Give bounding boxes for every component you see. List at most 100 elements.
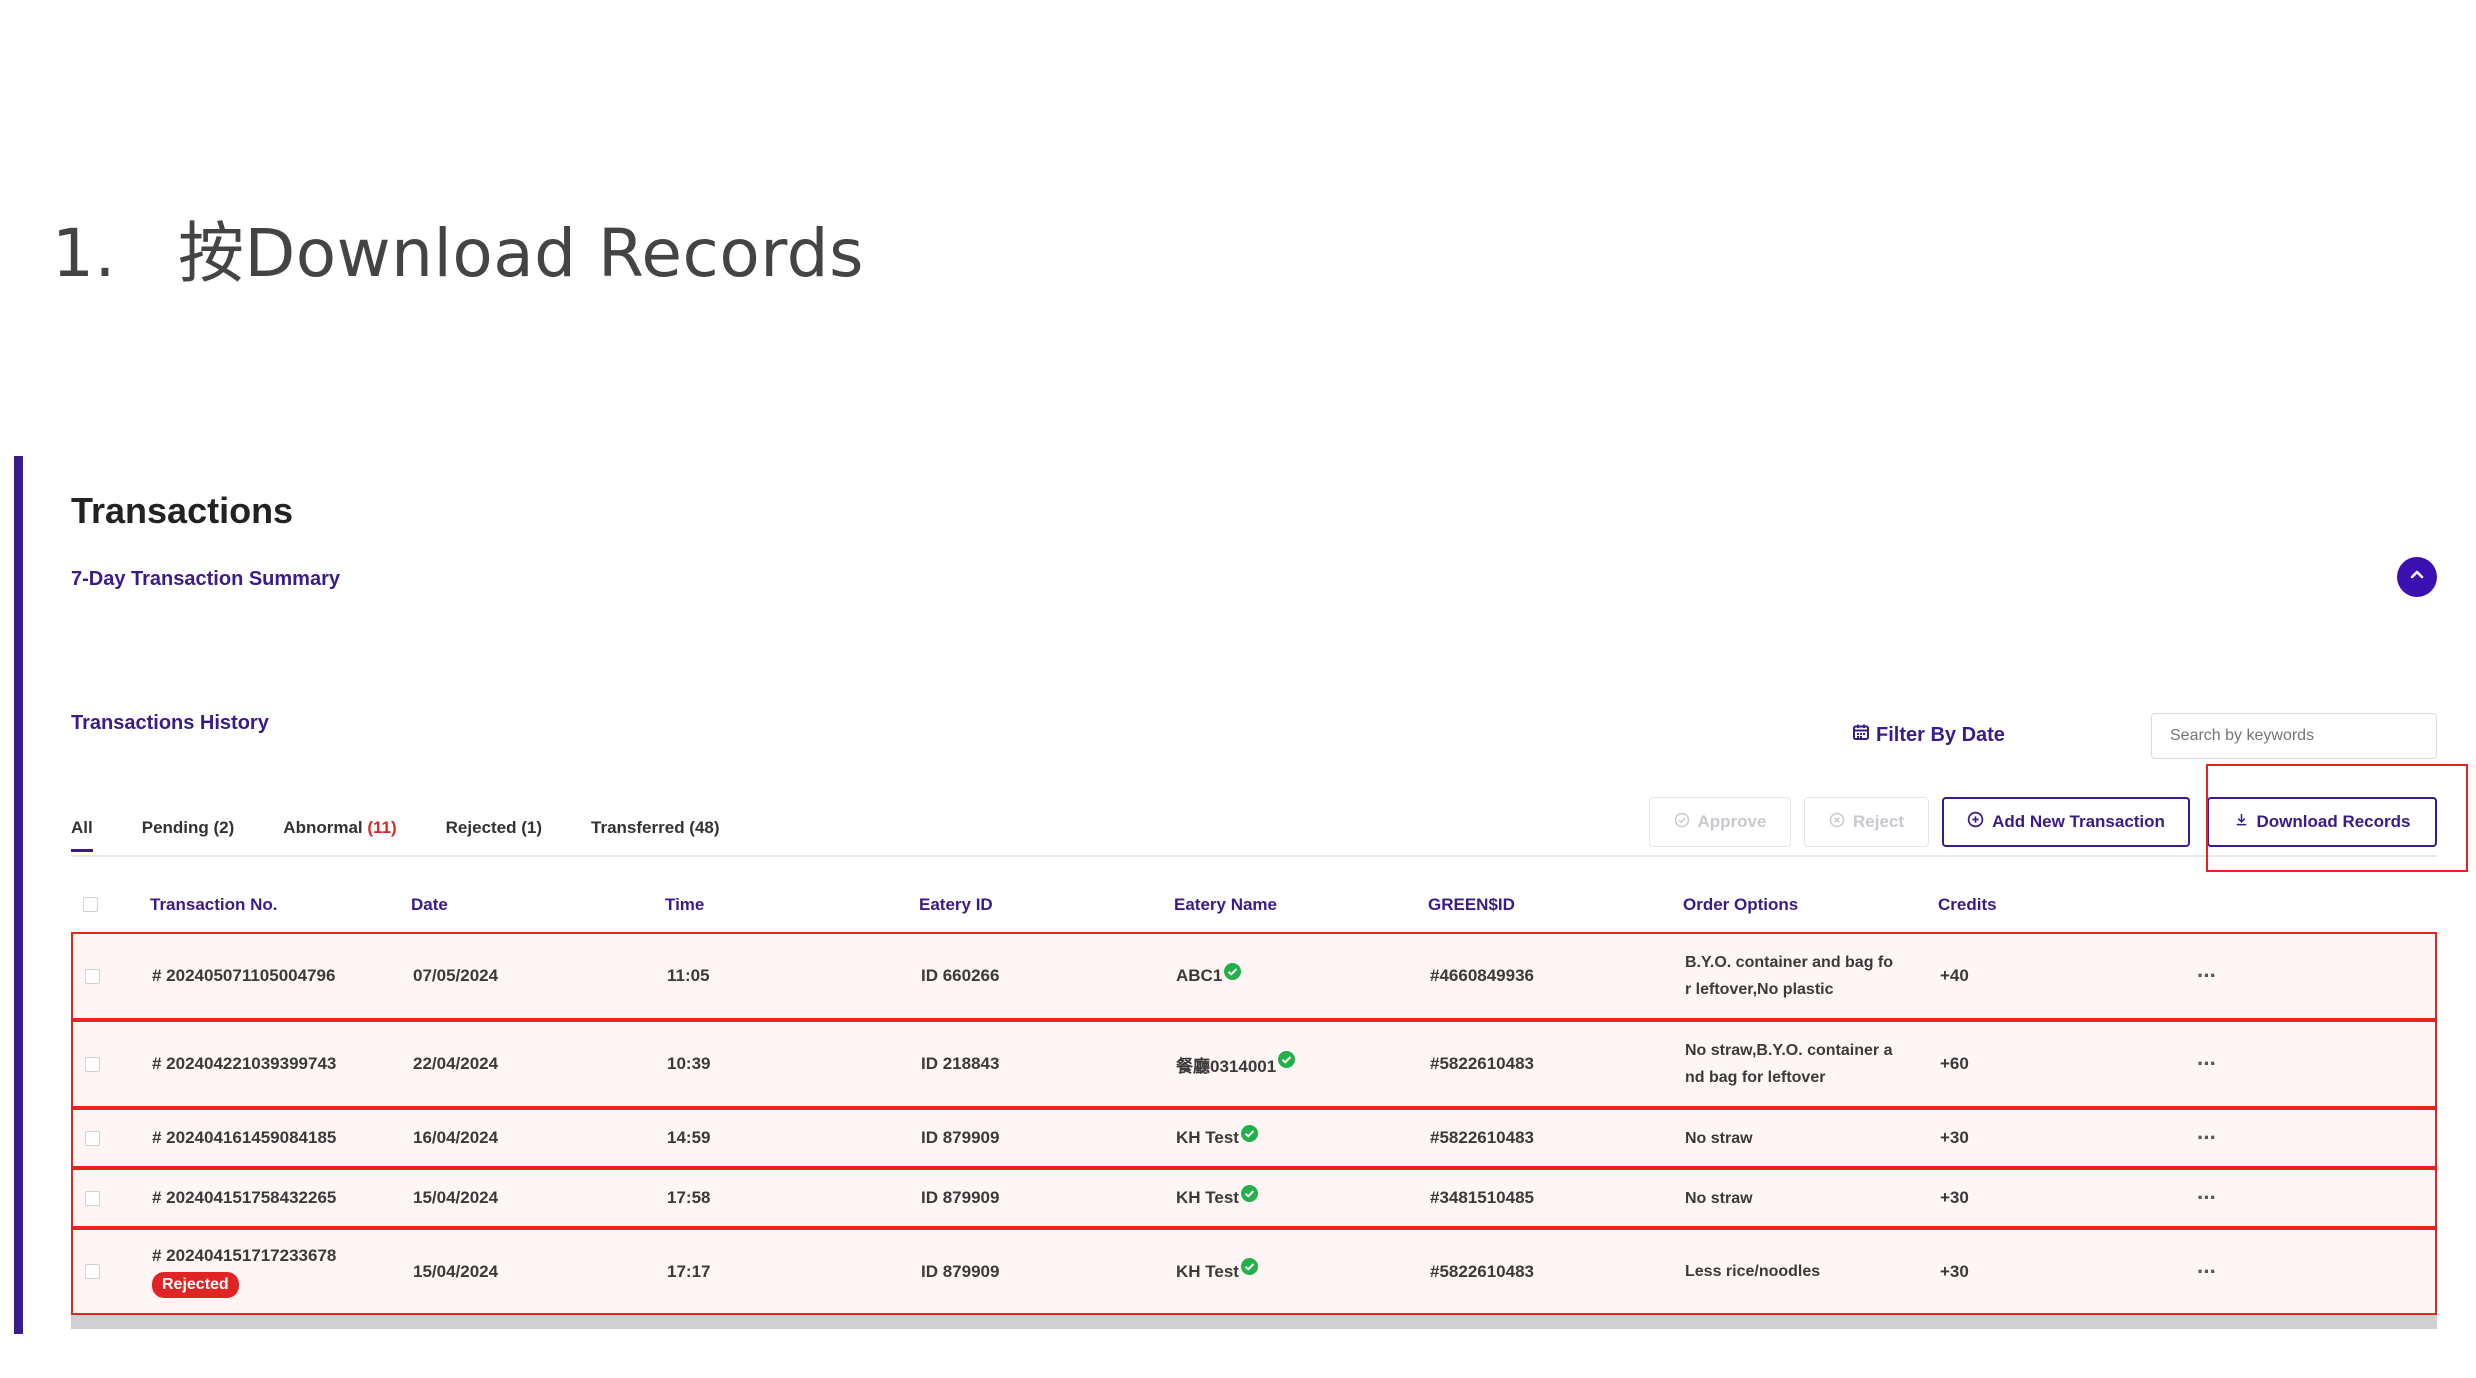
- status-tabs: All Pending (2) Abnormal (11) Rejected (…: [71, 818, 769, 852]
- date: 16/04/2024: [413, 1128, 499, 1147]
- table-row[interactable]: # 202404151717233678 Rejected 15/04/2024…: [71, 1228, 2437, 1315]
- table-row[interactable]: # 202404221039399743 22/04/2024 10:39 ID…: [71, 1020, 2437, 1108]
- filter-by-date-button[interactable]: Filter By Date: [1852, 723, 2005, 747]
- order-options: No straw,B.Y.O. container a nd bag for le…: [1685, 1042, 1893, 1086]
- date: 15/04/2024: [413, 1188, 499, 1207]
- check-circle-icon: [1674, 812, 1690, 833]
- date: 07/05/2024: [413, 966, 499, 985]
- time: 17:17: [667, 1261, 711, 1281]
- date: 22/04/2024: [413, 1054, 499, 1073]
- chevron-up-icon: [2408, 566, 2426, 589]
- order-options: Less rice/noodles: [1685, 1263, 1821, 1280]
- time: 11:05: [667, 966, 710, 985]
- col-transaction-no: Transaction No.: [150, 895, 278, 914]
- collapse-button[interactable]: [2397, 557, 2437, 597]
- eatery-id: ID 218843: [921, 1054, 1000, 1073]
- credits: +30: [1940, 1188, 1969, 1207]
- x-circle-icon: [1829, 812, 1845, 833]
- eatery-name-cell: KH Test: [1176, 1170, 1258, 1226]
- tab-transferred[interactable]: Transferred (48): [591, 818, 720, 837]
- green-id: #5822610483: [1430, 1128, 1535, 1147]
- time: 14:59: [667, 1128, 711, 1147]
- approve-button[interactable]: Approve: [1649, 797, 1791, 847]
- status-badge: Rejected: [152, 1271, 239, 1298]
- tab-rejected[interactable]: Rejected (1): [445, 818, 543, 837]
- transaction-no: # 202405071105004796: [152, 966, 336, 985]
- col-eatery-name: Eatery Name: [1174, 895, 1278, 914]
- credits: +40: [1940, 966, 1969, 985]
- eatery-id: ID 879909: [921, 1188, 1000, 1207]
- more-actions-button[interactable]: ···: [2197, 1185, 2217, 1210]
- verified-icon: [1224, 962, 1242, 980]
- transaction-no: # 202404151758432265: [152, 1188, 337, 1207]
- eatery-id: ID 879909: [921, 1128, 1000, 1147]
- verified-icon: [1240, 1124, 1258, 1142]
- app-sidebar-edge: [14, 456, 23, 1334]
- time: 10:39: [667, 1054, 711, 1073]
- eatery-name-cell: 餐廳0314001: [1176, 1022, 1296, 1106]
- eatery-name: ABC1: [1176, 966, 1223, 985]
- transaction-no: # 202404221039399743: [152, 1054, 337, 1073]
- row-checkbox[interactable]: [85, 969, 100, 984]
- filter-by-date-label: Filter By Date: [1876, 723, 2005, 746]
- credits: +30: [1940, 1128, 1969, 1147]
- eatery-name-cell: KH Test: [1176, 1230, 1258, 1313]
- abnormal-count: (11): [367, 818, 397, 837]
- row-checkbox[interactable]: [85, 1191, 100, 1206]
- download-records-button[interactable]: Download Records: [2207, 797, 2437, 847]
- tab-abnormal[interactable]: Abnormal (11): [283, 818, 397, 837]
- col-date: Date: [411, 895, 448, 914]
- table-row[interactable]: # 202404151758432265 15/04/2024 17:58 ID…: [71, 1168, 2437, 1228]
- plus-circle-icon: [1967, 811, 1984, 833]
- order-options: No straw: [1685, 1189, 1753, 1207]
- row-checkbox[interactable]: [85, 1057, 100, 1072]
- col-green-id: GREEN$ID: [1428, 895, 1515, 914]
- more-actions-button[interactable]: ···: [2197, 963, 2217, 988]
- tab-all[interactable]: All: [71, 818, 93, 852]
- table-row[interactable]: # 202404161459084185 16/04/2024 14:59 ID…: [71, 1108, 2437, 1168]
- green-id: #4660849936: [1430, 966, 1535, 985]
- calendar-icon: [1852, 723, 1870, 747]
- step-instruction: 按Download Records: [177, 215, 864, 292]
- eatery-name: KH Test: [1176, 1188, 1239, 1207]
- eatery-id: ID 660266: [921, 966, 1000, 985]
- green-id: #5822610483: [1430, 1261, 1535, 1281]
- search-input[interactable]: [2151, 713, 2437, 759]
- select-all-checkbox[interactable]: [83, 897, 98, 912]
- step-number: 1.: [52, 215, 116, 292]
- more-actions-button[interactable]: ···: [2197, 1051, 2217, 1076]
- eatery-id: ID 879909: [921, 1261, 1000, 1281]
- order-options: B.Y.O. container and bag fo r leftover,No…: [1685, 954, 1894, 998]
- row-checkbox[interactable]: [85, 1131, 100, 1146]
- horizontal-scrollbar[interactable]: [71, 1315, 2437, 1329]
- verified-icon: [1240, 1258, 1258, 1275]
- tab-pending[interactable]: Pending (2): [141, 818, 235, 837]
- col-credits: Credits: [1938, 895, 1997, 914]
- credits: +60: [1940, 1054, 1969, 1073]
- eatery-name: 餐廳0314001: [1176, 1056, 1277, 1076]
- summary-link[interactable]: 7-Day Transaction Summary: [71, 568, 340, 590]
- eatery-name-cell: KH Test: [1176, 1110, 1258, 1166]
- eatery-name: KH Test: [1176, 1261, 1239, 1281]
- col-eatery-id: Eatery ID: [919, 895, 993, 914]
- reject-button[interactable]: Reject: [1804, 797, 1929, 847]
- eatery-name: KH Test: [1176, 1128, 1239, 1147]
- green-id: #3481510485: [1430, 1188, 1535, 1207]
- transaction-no: # 202404161459084185: [152, 1128, 337, 1147]
- more-actions-button[interactable]: ···: [2197, 1258, 2217, 1284]
- more-actions-button[interactable]: ···: [2197, 1125, 2217, 1150]
- tabs-divider: [71, 855, 2437, 857]
- verified-icon: [1240, 1184, 1258, 1202]
- download-icon: [2234, 812, 2249, 832]
- row-checkbox[interactable]: [85, 1264, 100, 1279]
- table-row[interactable]: # 202405071105004796 07/05/2024 11:05 ID…: [71, 932, 2437, 1020]
- highlight-annotation: [2206, 764, 2468, 872]
- page-title: Transactions: [71, 490, 294, 531]
- col-order-options: Order Options: [1683, 895, 1799, 914]
- add-new-transaction-button[interactable]: Add New Transaction: [1942, 797, 2190, 847]
- col-time: Time: [665, 895, 705, 914]
- instruction-title: 1. 按Download Records: [52, 200, 864, 296]
- history-title: Transactions History: [71, 712, 269, 734]
- green-id: #5822610483: [1430, 1054, 1535, 1073]
- verified-icon: [1278, 1050, 1296, 1068]
